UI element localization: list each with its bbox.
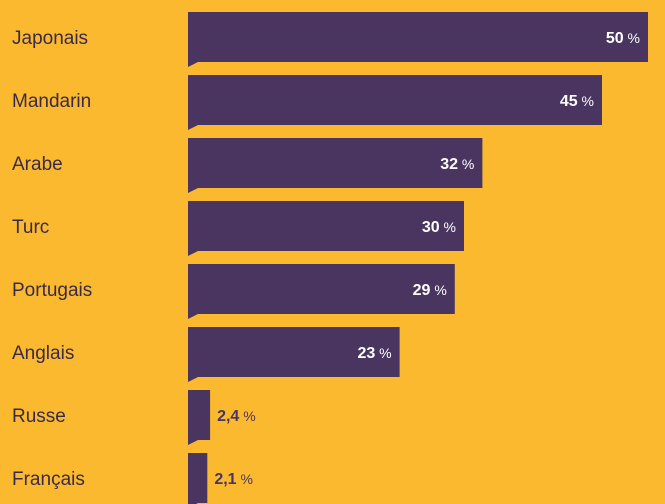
bars [188, 12, 648, 504]
bar-portugais [188, 264, 455, 319]
value-unit: % [458, 156, 474, 172]
category-label-francais: Français [12, 469, 85, 490]
category-label-mandarin: Mandarin [12, 91, 91, 112]
value-number: 29 [413, 282, 431, 299]
category-labels: Japonais Mandarin Arabe Turc Portugais Anglai… [12, 28, 92, 490]
value-number: 23 [357, 345, 375, 362]
value-label-anglais: 23 % [357, 345, 391, 362]
category-label-arabe: Arabe [12, 154, 63, 175]
bar-francais [188, 453, 208, 504]
category-label-turc: Turc [12, 217, 49, 238]
value-unit: % [440, 219, 456, 235]
value-unit: % [239, 408, 255, 424]
value-label-portugais: 29 % [413, 282, 447, 299]
category-label-russe: Russe [12, 406, 66, 427]
value-label-arabe: 32 % [440, 156, 474, 173]
value-label-turc: 30 % [422, 219, 456, 236]
value-number: 45 [560, 93, 578, 110]
category-label-anglais: Anglais [12, 343, 74, 364]
value-label-japonais: 50 % [606, 30, 640, 47]
bar-japonais [188, 12, 648, 67]
value-unit: % [624, 30, 640, 46]
bar-arabe [188, 138, 483, 193]
value-number: 2,4 [217, 408, 239, 425]
category-label-japonais: Japonais [12, 28, 88, 49]
value-labels: 50 %45 %32 %30 %29 %23 %2,4 %2,1 % [214, 30, 640, 488]
value-number: 32 [440, 156, 458, 173]
value-label-russe: 2,4 % [217, 408, 256, 425]
bar-turc [188, 201, 464, 256]
value-label-francais: 2,1 % [214, 471, 253, 488]
value-unit: % [578, 93, 594, 109]
value-unit: % [237, 471, 253, 487]
value-number: 50 [606, 30, 624, 47]
bar-anglais [188, 327, 400, 382]
bar-mandarin [188, 75, 602, 130]
value-number: 2,1 [214, 471, 236, 488]
bar-russe [188, 390, 211, 445]
value-number: 30 [422, 219, 440, 236]
category-label-portugais: Portugais [12, 280, 92, 301]
value-label-mandarin: 45 % [560, 93, 594, 110]
value-unit: % [430, 282, 446, 298]
value-unit: % [375, 345, 391, 361]
